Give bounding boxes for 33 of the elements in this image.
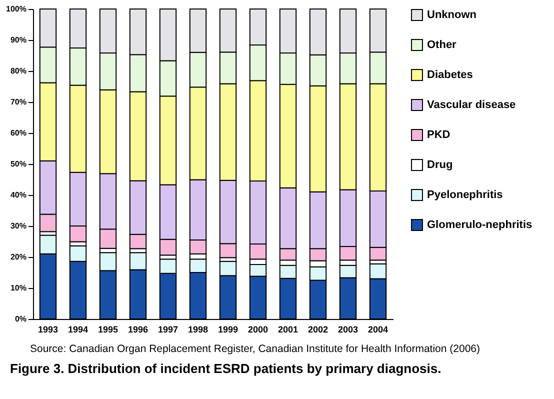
y-tick-label: 10%: [10, 284, 26, 292]
x-tick-label: 2001: [278, 324, 298, 334]
x-tick-label: 1995: [98, 324, 118, 334]
y-tick-label: 100%: [6, 4, 26, 14]
legend-label: Drug: [427, 159, 453, 171]
x-tick-label: 1999: [218, 324, 238, 334]
x-tick-label: 2002: [308, 324, 328, 334]
y-tick-label: 50%: [10, 160, 26, 168]
y-tick-label: 20%: [10, 252, 26, 262]
x-tick-label: 2004: [368, 324, 388, 334]
y-tick-label: 30%: [10, 222, 26, 230]
legend-label: Unknown: [427, 9, 477, 21]
y-tick-label: 70%: [10, 98, 26, 106]
y-tick-label: 0%: [14, 314, 26, 324]
text: Figure 3. Distribution of incident ESRD patients by primary diagnosis.: [10, 361, 442, 376]
y-tick-label: 60%: [10, 128, 26, 138]
x-tick-label: 2000: [248, 324, 268, 334]
legend-label: Pyelonephritis: [427, 189, 503, 201]
x-tick-label: 1993: [38, 324, 58, 334]
y-tick-label: 80%: [10, 66, 26, 76]
x-tick-label: 1996: [128, 324, 148, 334]
x-tick-label: 1997: [158, 324, 178, 334]
legend-label: Diabetes: [427, 69, 473, 81]
legend-label: PKD: [427, 129, 450, 141]
legend-label: Glomerulo-nephritis: [427, 219, 532, 231]
legend-label: Other: [427, 39, 458, 51]
x-tick-label: 1994: [68, 324, 88, 334]
x-tick-label: 2003: [338, 324, 358, 334]
y-tick-label: 40%: [10, 190, 26, 200]
x-tick-label: 1998: [188, 324, 208, 334]
source-note: Source: Canadian Organ Replacement Register, Canadian Institute for Health Information (2006): [30, 343, 480, 355]
legend-label: Vascular disease: [427, 99, 516, 111]
y-tick-label: 90%: [10, 36, 26, 44]
